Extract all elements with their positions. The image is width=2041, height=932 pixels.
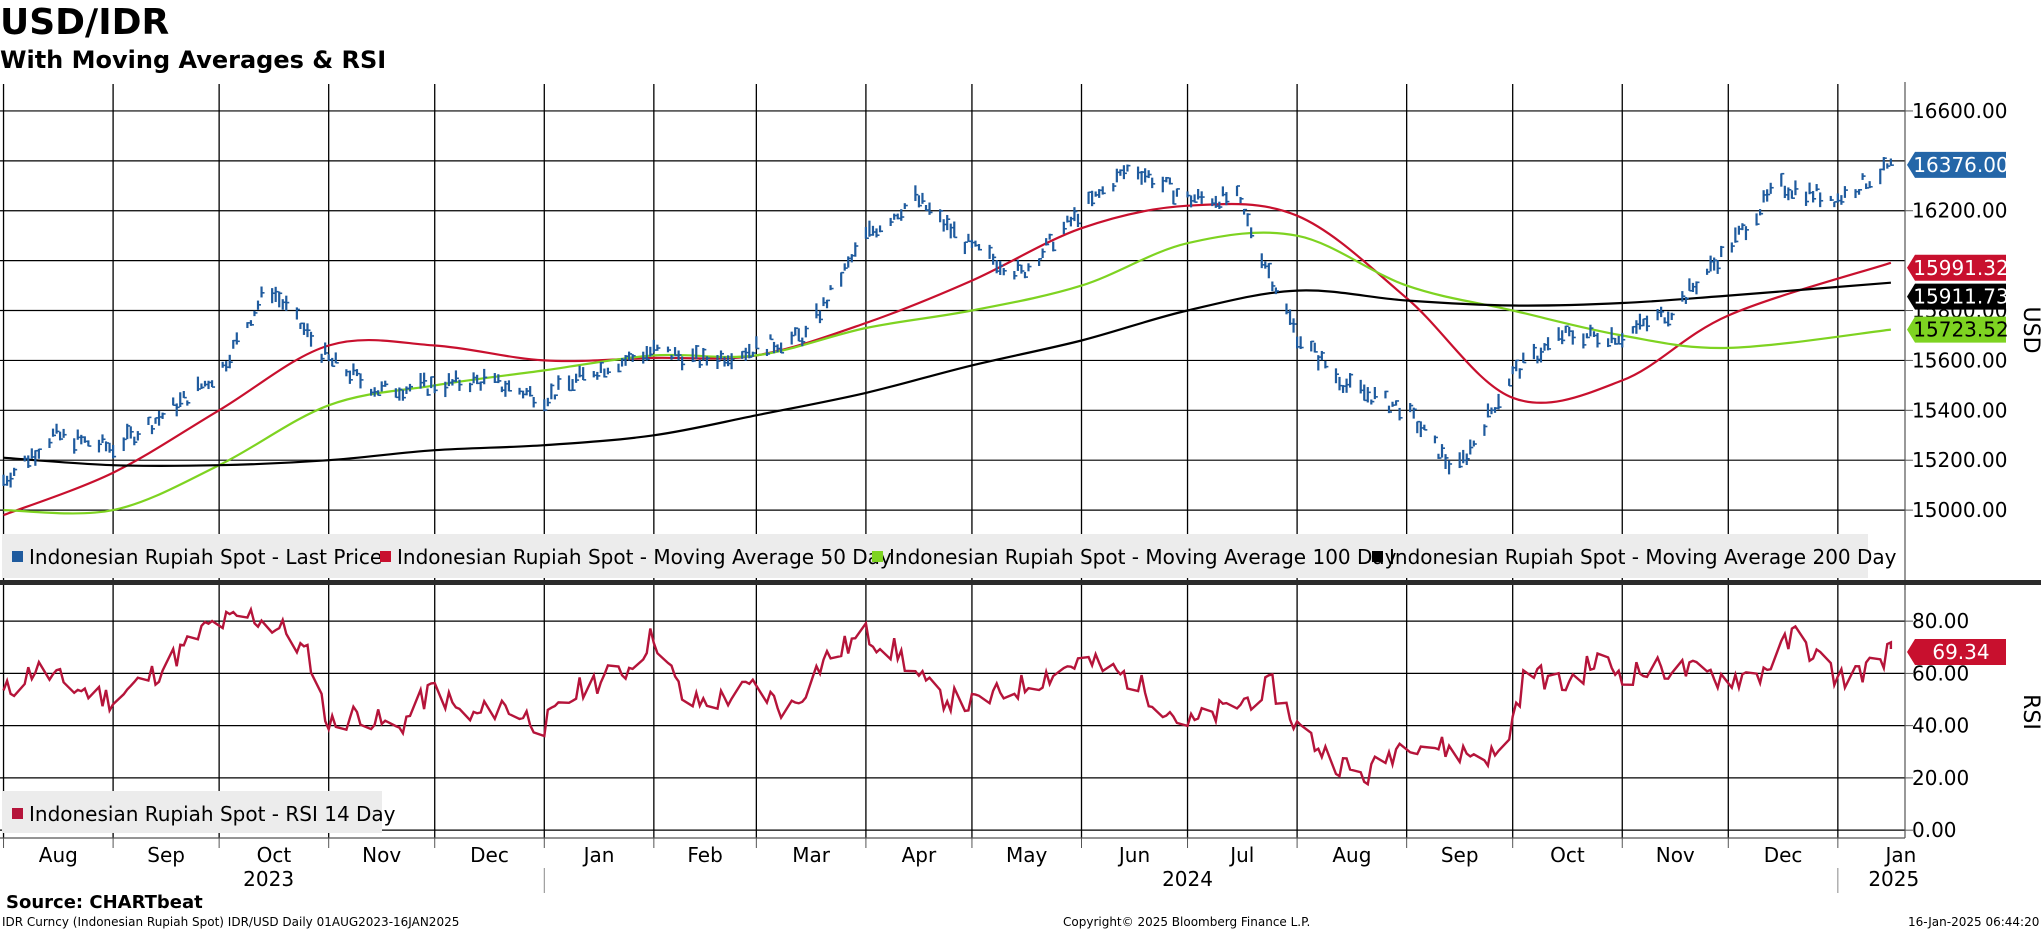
ma50-line: [3, 202, 1892, 517]
x-tick-label: Jan: [1883, 843, 1916, 867]
ma50-tag-text: 15991.32: [1913, 256, 2008, 280]
x-year-label: 2023: [243, 867, 294, 891]
x-tick-label: May: [1006, 843, 1048, 867]
price-y-tick-label: 16600.00: [1912, 99, 2007, 123]
x-tick-label: Jun: [1117, 843, 1150, 867]
data-layer: [2, 157, 1894, 787]
axis-layer: Aug Sep Oct Nov Dec Jan Feb Mar Apr May Jun Jul Aug S…: [0, 82, 2041, 893]
rsi-y-tick-label: 80.00: [1912, 609, 1969, 633]
copyright-notice: Copyright© 2025 Bloomberg Finance L.P.: [1063, 915, 1311, 929]
x-tick-label: Aug: [1332, 843, 1371, 867]
legend-label: Indonesian Rupiah Spot - Moving Average …: [397, 545, 892, 569]
chart-subtitle: With Moving Averages & RSI: [0, 46, 387, 74]
legend-swatch: [1372, 551, 1383, 562]
ma50-tag: 15991.32: [1907, 254, 2009, 281]
x-tick-label: Jul: [1228, 843, 1254, 867]
price-y-tick-label: 15400.00: [1912, 398, 2007, 422]
ma100-tag-text: 15723.52: [1913, 318, 2008, 342]
grid-layer: [0, 84, 1905, 848]
rsi-y-tick-label: 20.00: [1912, 766, 1969, 790]
legend-layer: Indonesian Rupiah Spot - Last Price Indon…: [2, 534, 1897, 833]
legend-swatch: [872, 551, 883, 562]
x-tick-label: Oct: [1550, 843, 1585, 867]
legend-label: Indonesian Rupiah Spot - Moving Average …: [889, 545, 1397, 569]
rsi-y-tick-label: 40.00: [1912, 714, 1969, 738]
rsi-legend-box: [2, 791, 382, 833]
ma100-tag: 15723.52: [1907, 316, 2009, 343]
rsi-tag-text: 69.34: [1932, 640, 1989, 664]
legend-swatch: [380, 551, 391, 562]
x-tick-label: Sep: [1441, 843, 1479, 867]
security-description: IDR Curncy (Indonesian Rupiah Spot) IDR/…: [2, 915, 460, 929]
ma50-tag-bg: [1907, 254, 2006, 281]
ma200-tag-text: 15911.73: [1913, 285, 2008, 309]
x-tick-label: Oct: [257, 843, 292, 867]
x-tick-label: Mar: [792, 843, 831, 867]
price-axis-title: USD: [2018, 306, 2041, 353]
price-y-tick-label: 16200.00: [1912, 199, 2007, 223]
last-price-tag-bg: [1907, 151, 2006, 178]
ma200-line: [3, 281, 1891, 468]
legend-label: Indonesian Rupiah Spot - RSI 14 Day: [29, 802, 396, 826]
price-y-tick-label: 15000.00: [1912, 498, 2007, 522]
ma100-line: [3, 231, 1892, 515]
rsi-y-tick-label: 0.00: [1912, 818, 1957, 842]
price-y-tick-label: 15600.00: [1912, 348, 2007, 372]
ma200-tag: 15911.73: [1907, 283, 2009, 310]
x-tick-label: Apr: [902, 843, 937, 867]
ma200-tag-bg: [1907, 283, 2006, 310]
price-legend-box: [2, 534, 1868, 578]
x-tick-label: Dec: [470, 843, 509, 867]
panel-separator: [0, 580, 2041, 585]
last-price-tag-text: 16376.00: [1913, 153, 2008, 177]
price-y-tick-label: 15200.00: [1912, 448, 2007, 472]
chart-title: USD/IDR: [0, 2, 170, 43]
rsi-y-tick-label: 60.00: [1912, 661, 1969, 685]
rsi-axis-title: RSI: [2018, 694, 2041, 730]
rsi-tag-bg: [1907, 638, 2006, 665]
legend-swatch: [12, 808, 23, 819]
x-tick-label: Nov: [362, 843, 401, 867]
legend-swatch: [12, 551, 23, 562]
rsi-tag: 69.34: [1907, 638, 2006, 665]
x-tick-label: Dec: [1764, 843, 1803, 867]
legend-label: Indonesian Rupiah Spot - Last Price: [29, 545, 382, 569]
x-tick-label: Sep: [147, 843, 185, 867]
ma100-tag-bg: [1907, 316, 2006, 343]
x-tick-label: Aug: [39, 843, 78, 867]
source-note: Source: CHARTbeat: [6, 892, 203, 913]
last-price-tag: 16376.00: [1907, 151, 2009, 178]
x-tick-label: Jan: [582, 843, 615, 867]
x-year-label: 2024: [1162, 867, 1213, 891]
rsi-line: [2, 605, 1893, 787]
x-year-label: 2025: [1868, 867, 1919, 891]
x-tick-label: Feb: [687, 843, 722, 867]
x-tick-label: Nov: [1656, 843, 1695, 867]
timestamp: 16-Jan-2025 06:44:20: [1908, 915, 2040, 929]
legend-label: Indonesian Rupiah Spot - Moving Average …: [1389, 545, 1897, 569]
